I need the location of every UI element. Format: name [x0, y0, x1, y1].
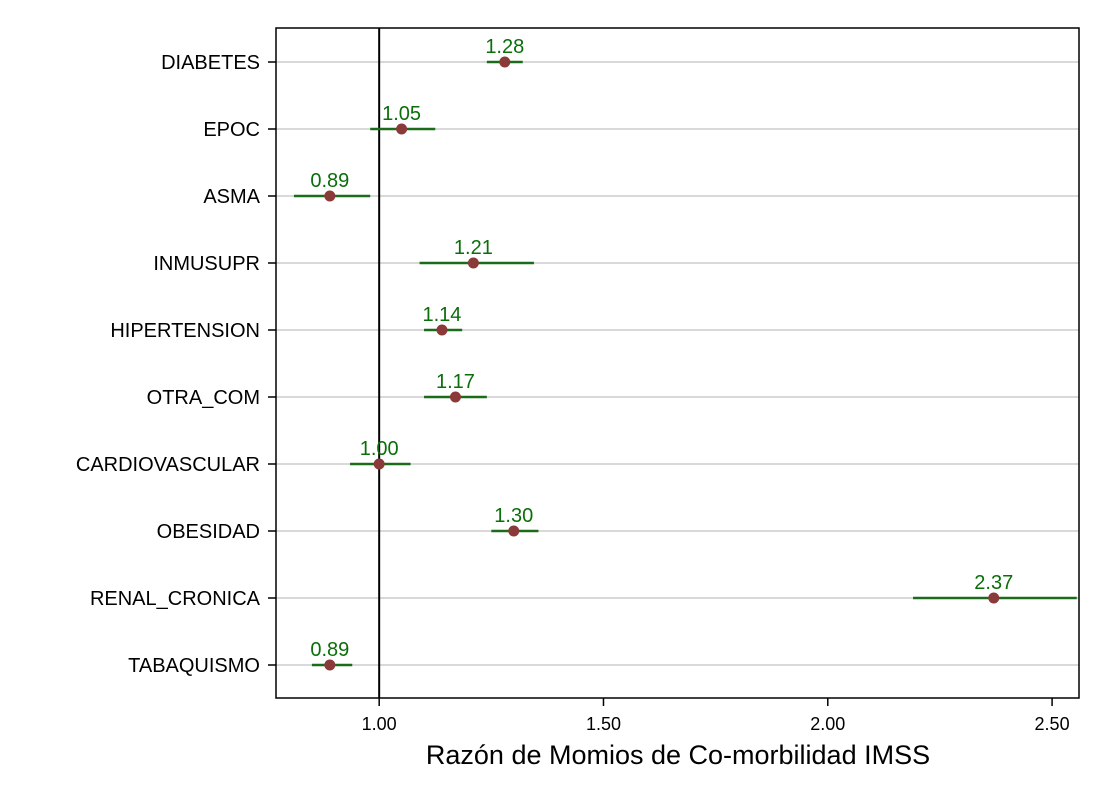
data-label: 1.05 — [382, 103, 421, 125]
point-estimate — [449, 391, 461, 403]
data-label: 1.28 — [485, 36, 524, 58]
category-labels: DIABETES EPOC ASMA INMUSUPR HIPERTENSION OTRA… — [76, 52, 276, 677]
plot-frame-group — [275, 27, 1080, 699]
category-label: EPOC — [203, 119, 260, 141]
x-tick-label: 2.50 — [1035, 714, 1070, 734]
x-tick-label: 2.00 — [810, 714, 845, 734]
grid-lines — [276, 61, 1079, 666]
category-label: CARDIOVASCULAR — [76, 454, 260, 476]
x-tick-label: 1.50 — [586, 714, 621, 734]
x-tick-label: 1.00 — [362, 714, 397, 734]
point-estimate — [467, 257, 479, 269]
point-estimate — [436, 324, 448, 336]
data-label: 1.21 — [454, 237, 493, 259]
point-estimate — [324, 659, 336, 671]
x-axis-ticks: 1.00 1.50 2.00 2.50 — [362, 698, 1070, 734]
category-label: OBESIDAD — [157, 521, 260, 543]
category-label: TABAQUISMO — [128, 655, 260, 677]
point-estimate — [324, 190, 336, 202]
data-label: 1.14 — [423, 304, 462, 326]
data-label: 1.30 — [494, 505, 533, 527]
data-label: 0.89 — [310, 170, 349, 192]
plot-frame — [275, 27, 1080, 699]
point-estimate — [373, 458, 385, 470]
point-estimate — [499, 56, 511, 68]
data-label: 2.37 — [974, 572, 1013, 594]
point-estimate — [508, 525, 520, 537]
point-estimate — [396, 123, 408, 135]
data-label: 1.17 — [436, 371, 475, 393]
category-label: INMUSUPR — [153, 253, 260, 275]
data-label: 1.00 — [360, 438, 399, 460]
data-label: 0.89 — [310, 639, 349, 661]
chart-marks: 1.28 1.05 0.89 1.21 1.14 1.17 1.00 1.30 2.37 0.89 — [293, 36, 1077, 671]
point-estimate — [988, 592, 1000, 604]
category-label: DIABETES — [161, 52, 260, 74]
category-label: OTRA_COM — [147, 387, 260, 409]
category-label: RENAL_CRONICA — [90, 588, 261, 610]
category-label: ASMA — [203, 186, 260, 208]
x-axis-title: Razón de Momios de Co-morbilidad IMSS — [426, 740, 930, 770]
category-label: HIPERTENSION — [110, 320, 260, 342]
